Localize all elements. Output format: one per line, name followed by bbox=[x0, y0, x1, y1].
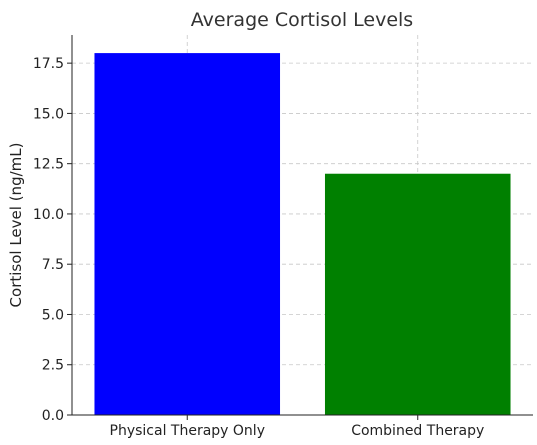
chart-title: Average Cortisol Levels bbox=[191, 9, 413, 31]
y-tick-label: 15.0 bbox=[33, 106, 64, 122]
y-axis-label: Cortisol Level (ng/mL) bbox=[7, 143, 25, 308]
y-tick-label: 17.5 bbox=[33, 56, 64, 72]
axes bbox=[71, 35, 533, 416]
bar-physical-therapy-only bbox=[94, 53, 281, 415]
y-tick-label: 10.0 bbox=[33, 207, 64, 223]
x-tick-label: Physical Therapy Only bbox=[110, 423, 265, 439]
y-tick-label: 12.5 bbox=[33, 157, 64, 173]
y-tick-label: 2.5 bbox=[42, 358, 64, 374]
y-tick-label: 5.0 bbox=[42, 307, 64, 323]
x-tick-label: Combined Therapy bbox=[351, 423, 484, 439]
y-tick-label: 7.5 bbox=[42, 257, 64, 273]
bars bbox=[94, 53, 511, 415]
y-tick-label: 0.0 bbox=[42, 408, 64, 424]
ticks: 0.0 2.5 5.0 7.5 10.0 12.5 15.0 17.5 Physical The… bbox=[33, 56, 484, 439]
bar-combined-therapy bbox=[324, 173, 511, 415]
